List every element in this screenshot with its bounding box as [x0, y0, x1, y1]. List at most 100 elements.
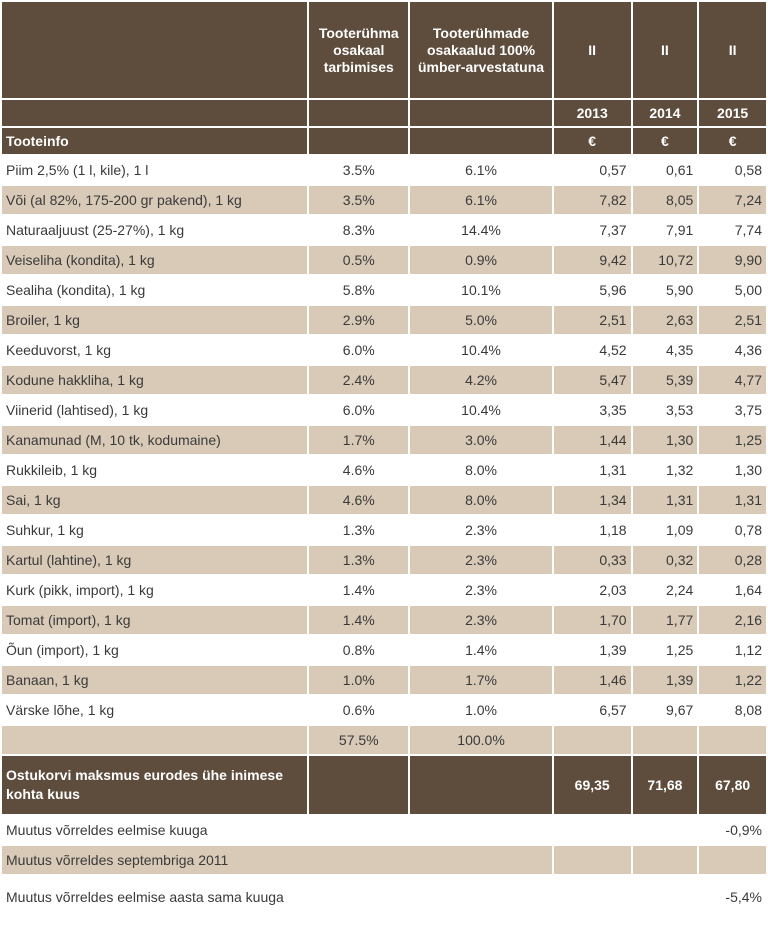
change-value	[699, 846, 766, 874]
product-share: 1.4%	[309, 576, 409, 604]
product-name: Kodune hakkliha, 1 kg	[2, 366, 308, 394]
product-name: Piim 2,5% (1 l, kile), 1 l	[2, 156, 308, 184]
currency-2013: €	[553, 128, 631, 154]
price-2014: 5,90	[632, 276, 698, 304]
product-name: Õun (import), 1 kg	[2, 636, 308, 664]
price-2014: 4,35	[632, 336, 698, 364]
price-2013: 9,42	[553, 246, 631, 274]
price-2015: 7,74	[699, 216, 766, 244]
product-share100: 2.3%	[410, 606, 552, 634]
product-name: Suhkur, 1 kg	[2, 516, 308, 544]
price-2014: 0,32	[632, 546, 698, 574]
product-name: Keeduvorst, 1 kg	[2, 336, 308, 364]
product-share: 3.5%	[309, 156, 409, 184]
product-name: Veiseliha (kondita), 1 kg	[2, 246, 308, 274]
change-empty-cell	[632, 846, 698, 874]
price-2015: 1,31	[699, 486, 766, 514]
product-share: 3.5%	[309, 186, 409, 214]
product-share: 2.9%	[309, 306, 409, 334]
product-share: 4.6%	[309, 486, 409, 514]
product-name: Banaan, 1 kg	[2, 666, 308, 694]
section-label: Tooteinfo	[2, 128, 308, 154]
product-share100: 1.7%	[410, 666, 552, 694]
product-row: Või (al 82%, 175-200 gr pakend), 1 kg 3.5…	[2, 186, 766, 214]
sum-empty-cell	[553, 726, 631, 754]
sum-empty-cell	[632, 726, 698, 754]
price-2014: 1,39	[632, 666, 698, 694]
product-share100: 10.1%	[410, 276, 552, 304]
product-share100: 14.4%	[410, 216, 552, 244]
price-2014: 1,25	[632, 636, 698, 664]
year-empty-cell	[410, 100, 552, 126]
price-2015: 1,12	[699, 636, 766, 664]
price-2014: 2,63	[632, 306, 698, 334]
product-row: Viinerid (lahtised), 1 kg 6.0% 10.4% 3,35 3,…	[2, 396, 766, 424]
price-2015: 1,25	[699, 426, 766, 454]
product-share: 0.6%	[309, 696, 409, 724]
change-value: -0,9%	[699, 816, 766, 844]
price-2014: 5,39	[632, 366, 698, 394]
change-empty-cell	[553, 846, 631, 874]
price-2014: 2,24	[632, 576, 698, 604]
total-2015: 67,80	[699, 756, 766, 814]
product-share: 6.0%	[309, 336, 409, 364]
product-row: Sai, 1 kg 4.6% 8.0% 1,34 1,31 1,31	[2, 486, 766, 514]
price-2013: 5,96	[553, 276, 631, 304]
product-share100: 2.3%	[410, 576, 552, 604]
price-2014: 1,32	[632, 456, 698, 484]
price-2013: 1,70	[553, 606, 631, 634]
total-empty-cell	[410, 756, 552, 814]
price-2015: 2,16	[699, 606, 766, 634]
product-name: Kurk (pikk, import), 1 kg	[2, 576, 308, 604]
product-share100: 3.0%	[410, 426, 552, 454]
total-row: Ostukorvi maksmus eurodes ühe inimese ko…	[2, 756, 766, 814]
price-2014: 1,30	[632, 426, 698, 454]
price-2015: 5,00	[699, 276, 766, 304]
change-empty-cell	[553, 876, 631, 918]
product-name: Kartul (lahtine), 1 kg	[2, 546, 308, 574]
product-row: Kanamunad (M, 10 tk, kodumaine) 1.7% 3.0% 1…	[2, 426, 766, 454]
product-row: Suhkur, 1 kg 1.3% 2.3% 1,18 1,09 0,78	[2, 516, 766, 544]
total-empty-cell	[309, 756, 409, 814]
price-2013: 0,57	[553, 156, 631, 184]
section-empty-cell	[410, 128, 552, 154]
product-name: Värske lõhe, 1 kg	[2, 696, 308, 724]
currency-2015: €	[699, 128, 766, 154]
product-row: Sealiha (kondita), 1 kg 5.8% 10.1% 5,96 5,90…	[2, 276, 766, 304]
product-share100: 1.4%	[410, 636, 552, 664]
product-share: 1.7%	[309, 426, 409, 454]
price-2014: 1,77	[632, 606, 698, 634]
price-2015: 3,75	[699, 396, 766, 424]
product-share: 1.3%	[309, 516, 409, 544]
sum-share100: 100.0%	[410, 726, 552, 754]
sum-empty-cell	[2, 726, 308, 754]
product-share: 8.3%	[309, 216, 409, 244]
product-share: 4.6%	[309, 456, 409, 484]
product-name: Või (al 82%, 175-200 gr pakend), 1 kg	[2, 186, 308, 214]
price-2013: 1,18	[553, 516, 631, 544]
product-share: 6.0%	[309, 396, 409, 424]
product-name: Naturaaljuust (25-27%), 1 kg	[2, 216, 308, 244]
price-2015: 7,24	[699, 186, 766, 214]
product-name: Rukkileib, 1 kg	[2, 456, 308, 484]
sum-empty-cell	[699, 726, 766, 754]
price-2014: 8,05	[632, 186, 698, 214]
section-empty-cell	[309, 128, 409, 154]
product-row: Tomat (import), 1 kg 1.4% 2.3% 1,70 1,77 2,16	[2, 606, 766, 634]
price-2013: 1,39	[553, 636, 631, 664]
price-2015: 4,77	[699, 366, 766, 394]
section-row: Tooteinfo € € €	[2, 128, 766, 154]
price-2014: 7,91	[632, 216, 698, 244]
header-period-2013: II	[553, 2, 631, 98]
product-share: 2.4%	[309, 366, 409, 394]
product-share: 5.8%	[309, 276, 409, 304]
price-2015: 0,78	[699, 516, 766, 544]
total-label: Ostukorvi maksmus eurodes ühe inimese ko…	[2, 756, 308, 814]
price-2015: 2,51	[699, 306, 766, 334]
price-2013: 1,46	[553, 666, 631, 694]
product-share100: 10.4%	[410, 396, 552, 424]
price-2015: 1,22	[699, 666, 766, 694]
product-share100: 0.9%	[410, 246, 552, 274]
product-row: Rukkileib, 1 kg 4.6% 8.0% 1,31 1,32 1,30	[2, 456, 766, 484]
price-2014: 0,61	[632, 156, 698, 184]
